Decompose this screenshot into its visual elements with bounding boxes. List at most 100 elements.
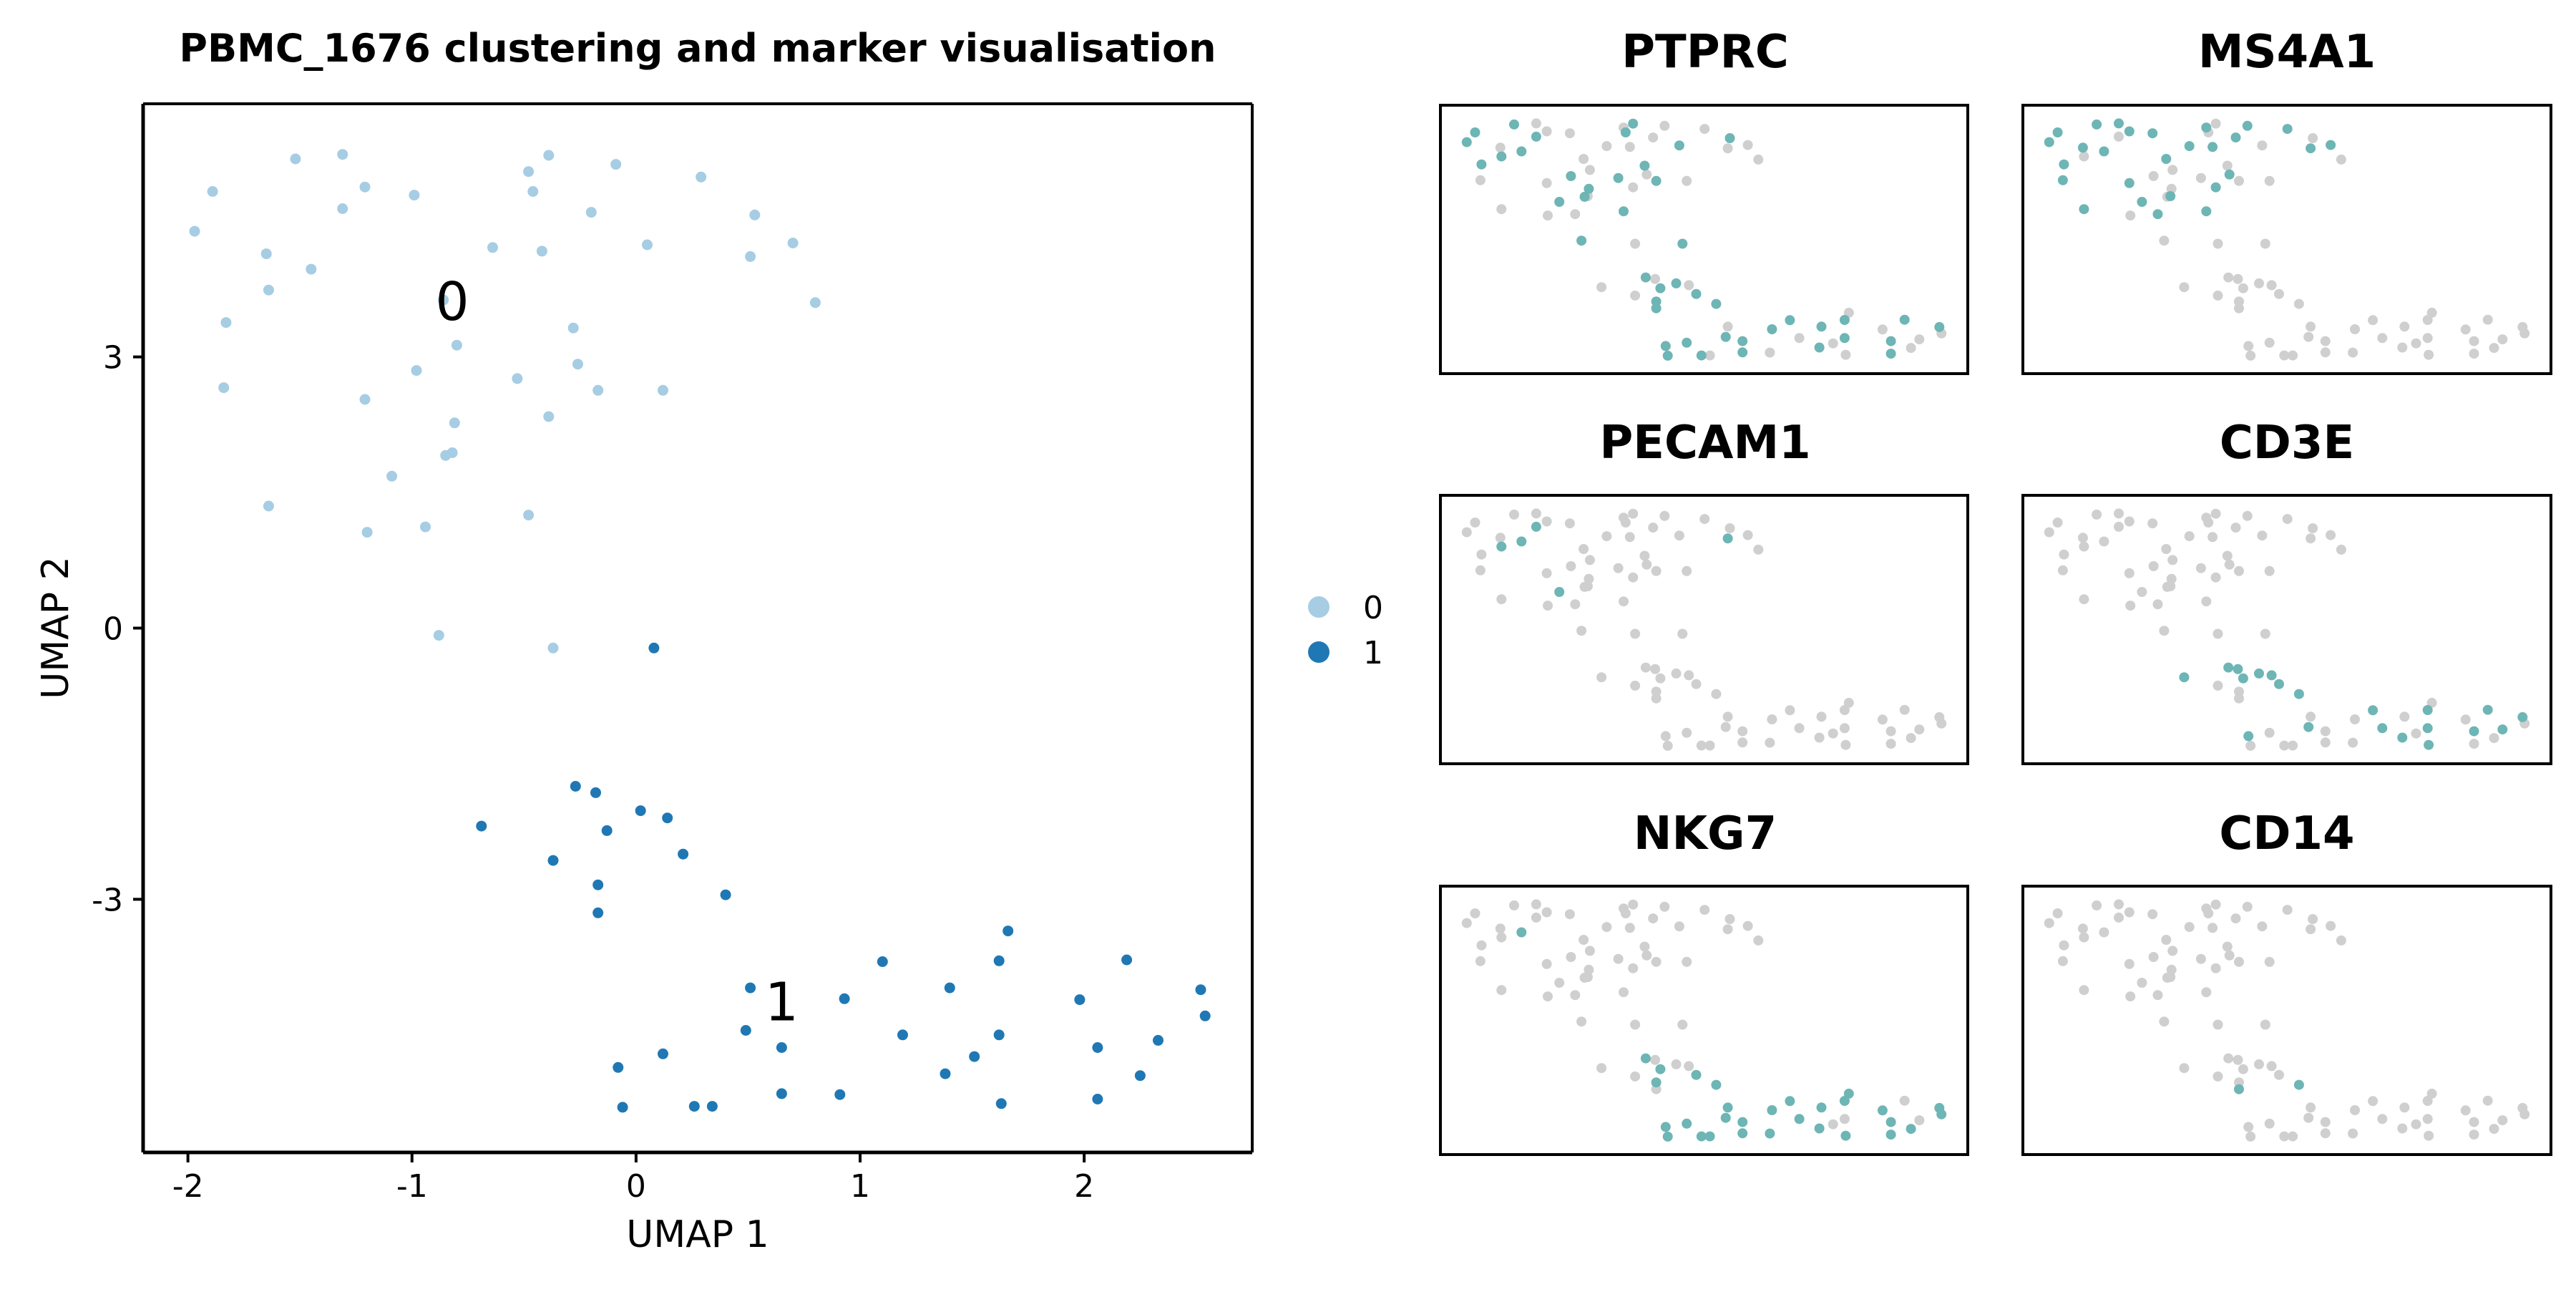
cluster-1-point-22	[740, 1025, 751, 1036]
high-expression-point-76	[1814, 1123, 1825, 1134]
marker-title-cd3e: CD3E	[2220, 417, 2354, 470]
x-tick-label--2: -2	[172, 1168, 204, 1205]
marker-frame-nkg7	[1439, 885, 1969, 1156]
low-expression-point-18	[2260, 238, 2270, 249]
low-expression-point-37	[1619, 596, 1629, 607]
cluster-0-point-20	[451, 339, 462, 351]
high-expression-point-74	[2422, 705, 2433, 715]
low-expression-point-15	[1648, 132, 1659, 143]
high-expression-point-65	[2114, 118, 2124, 129]
low-expression-point-35	[1914, 334, 1925, 345]
low-expression-point-1	[1470, 908, 1480, 918]
low-expression-point-48	[2233, 1054, 2243, 1065]
low-expression-point-50	[1651, 693, 1662, 704]
high-expression-point-78	[2230, 132, 2241, 143]
low-expression-point-77	[1662, 740, 1673, 751]
low-expression-point-67	[1828, 728, 1838, 739]
high-expression-point-58	[1619, 206, 1629, 217]
high-expression-point-80	[1885, 1130, 1896, 1140]
low-expression-point-25	[2207, 923, 2218, 933]
low-expression-point-38	[1576, 626, 1587, 636]
high-expression-point-45	[1516, 146, 1527, 157]
low-expression-point-53	[2460, 714, 2471, 725]
low-expression-point-51	[2320, 347, 2331, 358]
low-expression-point-52	[1785, 705, 1795, 716]
low-expression-point-10	[1541, 958, 1552, 969]
low-expression-point-15	[2152, 599, 2163, 610]
low-expression-point-6	[2195, 173, 2206, 183]
cluster-0-point-12	[386, 470, 398, 482]
low-expression-point-2	[2059, 940, 2069, 951]
cluster-1-point-15	[1121, 954, 1133, 966]
low-expression-point-45	[2260, 1019, 2270, 1030]
low-expression-point-29	[2224, 950, 2235, 961]
cluster-1-point-5	[635, 805, 646, 817]
low-expression-point-47	[1691, 679, 1702, 689]
low-expression-point-9	[2114, 521, 2124, 532]
low-expression-point-4	[1541, 178, 1552, 188]
cluster-0-point-18	[447, 447, 458, 458]
high-expression-point-69	[1936, 1109, 1947, 1119]
low-expression-point-11	[2124, 568, 2135, 578]
low-expression-point-46	[2212, 680, 2223, 691]
low-expression-point-34	[2264, 956, 2275, 967]
low-expression-point-20	[2223, 272, 2234, 283]
cluster-1-point-35	[1092, 1094, 1103, 1104]
low-expression-point-3	[1475, 956, 1485, 966]
high-expression-point-49	[1579, 191, 1590, 202]
cluster-0-point-14	[411, 365, 422, 377]
high-expression-point-72	[1816, 321, 1827, 332]
cluster-0-point-22	[512, 373, 523, 384]
low-expression-point-82	[2288, 1131, 2298, 1142]
low-expression-point-18	[1699, 124, 1710, 135]
cluster-0-point-0	[189, 225, 200, 237]
high-expression-point-60	[1711, 1079, 1722, 1090]
low-expression-point-55	[2245, 350, 2256, 361]
cluster-label-1: 1	[765, 972, 799, 1034]
high-expression-point-66	[1816, 1102, 1827, 1113]
low-expression-point-1	[2052, 518, 2063, 528]
low-expression-point-49	[2397, 342, 2408, 353]
low-expression-point-44	[1677, 1019, 1688, 1030]
low-expression-point-37	[2460, 324, 2471, 335]
cluster-0-point-7	[306, 263, 317, 275]
low-expression-point-50	[2489, 343, 2499, 354]
high-expression-point-79	[1660, 341, 1671, 351]
cluster-0-point-13	[409, 190, 420, 201]
low-expression-point-60	[2348, 737, 2358, 748]
low-expression-point-15	[2125, 210, 2136, 221]
cluster-0-point-21	[487, 242, 498, 253]
low-expression-point-63	[1794, 723, 1805, 734]
low-expression-point-51	[1899, 1095, 1910, 1106]
high-expression-point-83	[2234, 1084, 2244, 1094]
low-expression-point-45	[1671, 668, 1682, 679]
marker-panel-ptprc: PTPRC	[1439, 26, 1969, 375]
low-expression-point-29	[2224, 559, 2235, 570]
high-expression-point-79	[2242, 120, 2253, 131]
low-expression-point-53	[2469, 349, 2479, 359]
cluster-0-point-32	[610, 159, 622, 170]
cluster-1-point-37	[617, 1102, 628, 1113]
low-expression-point-21	[1613, 953, 1624, 964]
low-expression-point-2	[1476, 940, 1487, 951]
low-expression-point-55	[2320, 726, 2331, 737]
low-expression-point-36	[1906, 343, 1916, 354]
cluster-1-point-29	[1153, 1034, 1163, 1046]
low-expression-point-52	[1839, 1114, 1850, 1125]
low-expression-point-13	[2147, 518, 2158, 529]
low-expression-point-20	[1601, 922, 1612, 933]
high-expression-point-77	[1682, 337, 1692, 348]
low-expression-point-56	[2264, 727, 2275, 738]
low-expression-point-64	[1839, 723, 1850, 734]
high-expression-point-77	[1906, 1124, 1916, 1135]
low-expression-point-71	[2469, 1117, 2479, 1127]
low-expression-point-16	[2161, 935, 2172, 945]
low-expression-point-14	[2148, 561, 2159, 571]
low-expression-point-6	[1509, 900, 1519, 910]
low-expression-point-21	[1624, 532, 1635, 543]
high-expression-point-84	[2424, 739, 2434, 750]
cluster-1-point-27	[969, 1051, 980, 1062]
low-expression-point-11	[1554, 978, 1565, 988]
cluster-1-point-2	[570, 781, 581, 792]
high-expression-point-69	[2147, 128, 2158, 139]
